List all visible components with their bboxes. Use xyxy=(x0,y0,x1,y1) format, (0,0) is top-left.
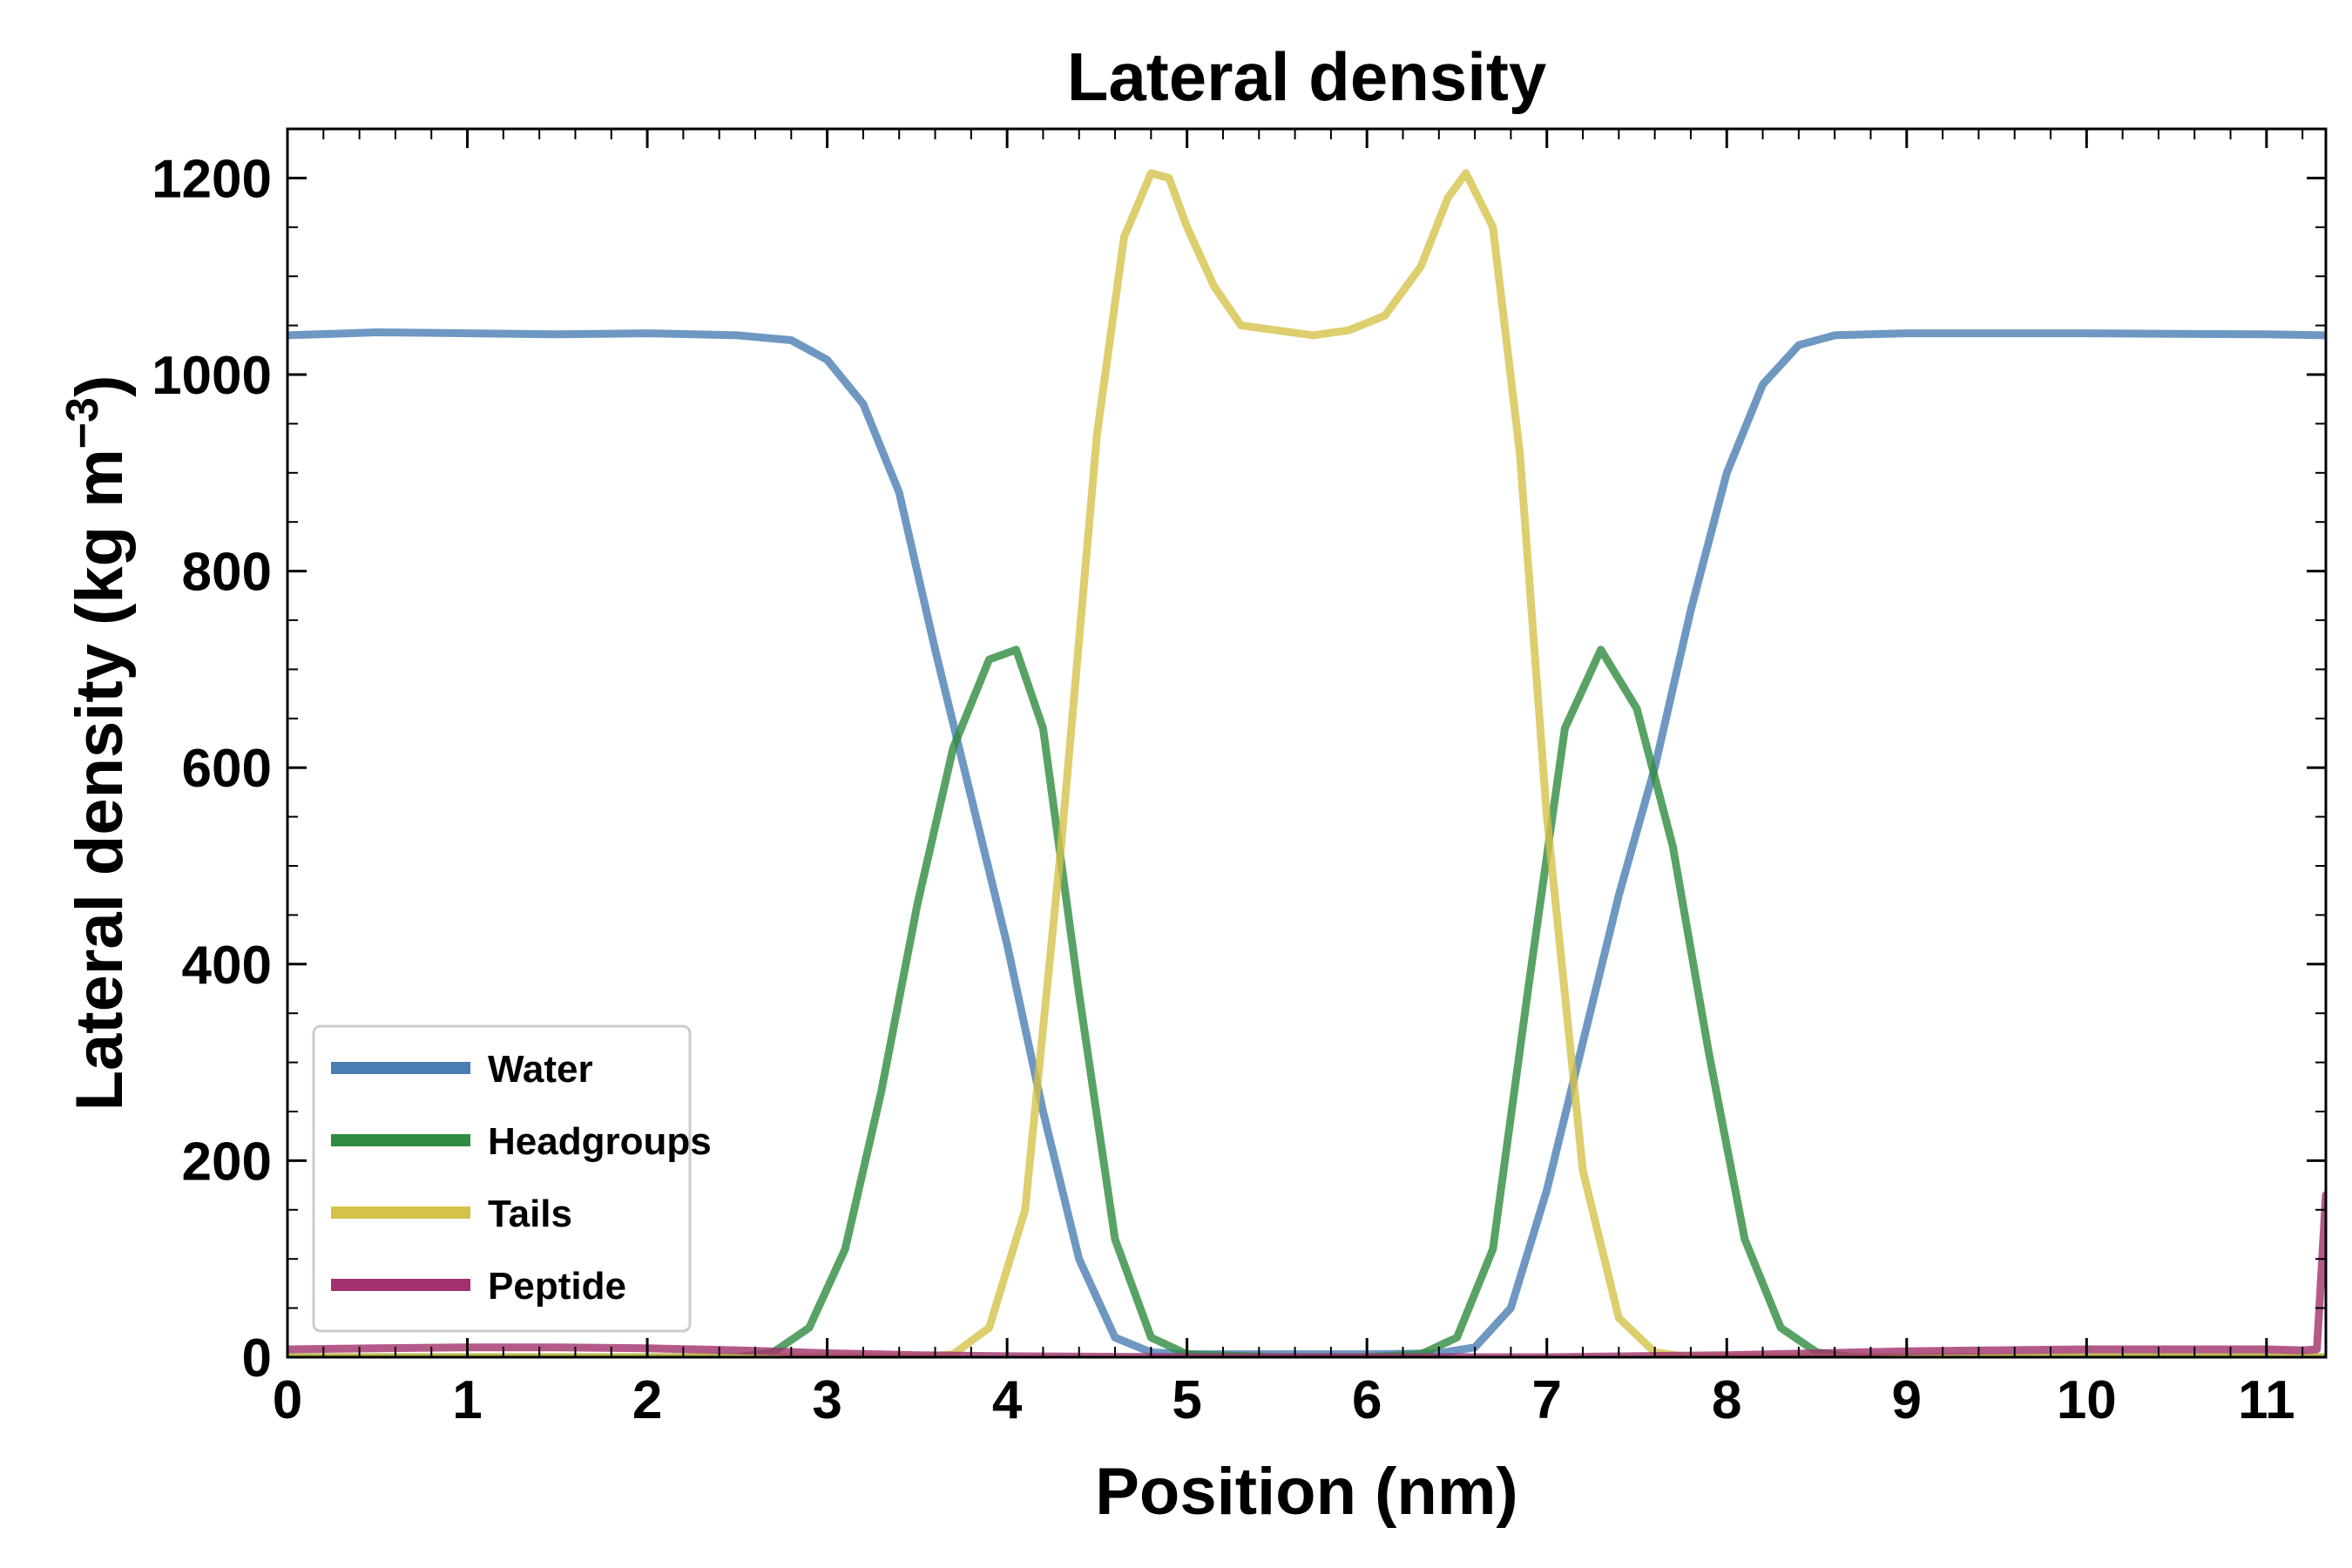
legend-label-tails: Tails xyxy=(488,1193,572,1235)
x-tick-label: 0 xyxy=(273,1370,302,1430)
x-tick-label: 2 xyxy=(632,1370,662,1430)
y-tick-label: 200 xyxy=(182,1132,272,1192)
legend: Water Headgroups Tails Peptide xyxy=(312,1024,712,1333)
plot-frame xyxy=(286,127,2328,1359)
y-axis-label-main: Lateral density (kg m xyxy=(63,449,137,1111)
x-axis-label: Position (nm) xyxy=(1095,1455,1518,1529)
x-tick-label: 7 xyxy=(1531,1370,1561,1430)
y-tick-label: 600 xyxy=(182,739,272,799)
legend-label-headgroups: Headgroups xyxy=(488,1120,712,1163)
x-tick-label: 6 xyxy=(1352,1370,1382,1430)
y-axis-label-close: ) xyxy=(63,375,137,397)
x-tick-label: 8 xyxy=(1712,1370,1741,1430)
x-tick-label: 5 xyxy=(1172,1370,1201,1430)
x-tick-label: 10 xyxy=(2057,1370,2117,1430)
series-line-tails xyxy=(287,169,2326,1357)
series-line-peptide xyxy=(287,1191,2326,1357)
y-tick-label: 400 xyxy=(182,936,272,996)
y-tick-label: 800 xyxy=(182,543,272,603)
x-tick-label: 9 xyxy=(1892,1370,1922,1430)
legend-label-water: Water xyxy=(488,1048,593,1091)
y-axis-label-superscript: −3 xyxy=(57,397,108,449)
chart-title: Lateral density xyxy=(1067,38,1547,115)
x-tick-label: 11 xyxy=(2238,1370,2295,1430)
y-tick-label: 1200 xyxy=(152,149,272,209)
axis-ticks: 0 1 2 3 4 5 6 7 8 9 10 11 0 200 400 600 800 1000 1200 xyxy=(152,129,2326,1430)
y-tick-label: 0 xyxy=(242,1328,272,1389)
y-tick-label: 1000 xyxy=(152,346,272,406)
x-tick-label: 3 xyxy=(812,1370,841,1430)
series-line-headgroups xyxy=(287,645,2326,1357)
x-tick-label: 4 xyxy=(992,1370,1023,1430)
x-tick-label: 1 xyxy=(452,1370,482,1430)
legend-box xyxy=(312,1024,692,1333)
y-axis-label: Lateral density (kg m−3) xyxy=(57,375,137,1112)
legend-label-peptide: Peptide xyxy=(488,1265,626,1308)
